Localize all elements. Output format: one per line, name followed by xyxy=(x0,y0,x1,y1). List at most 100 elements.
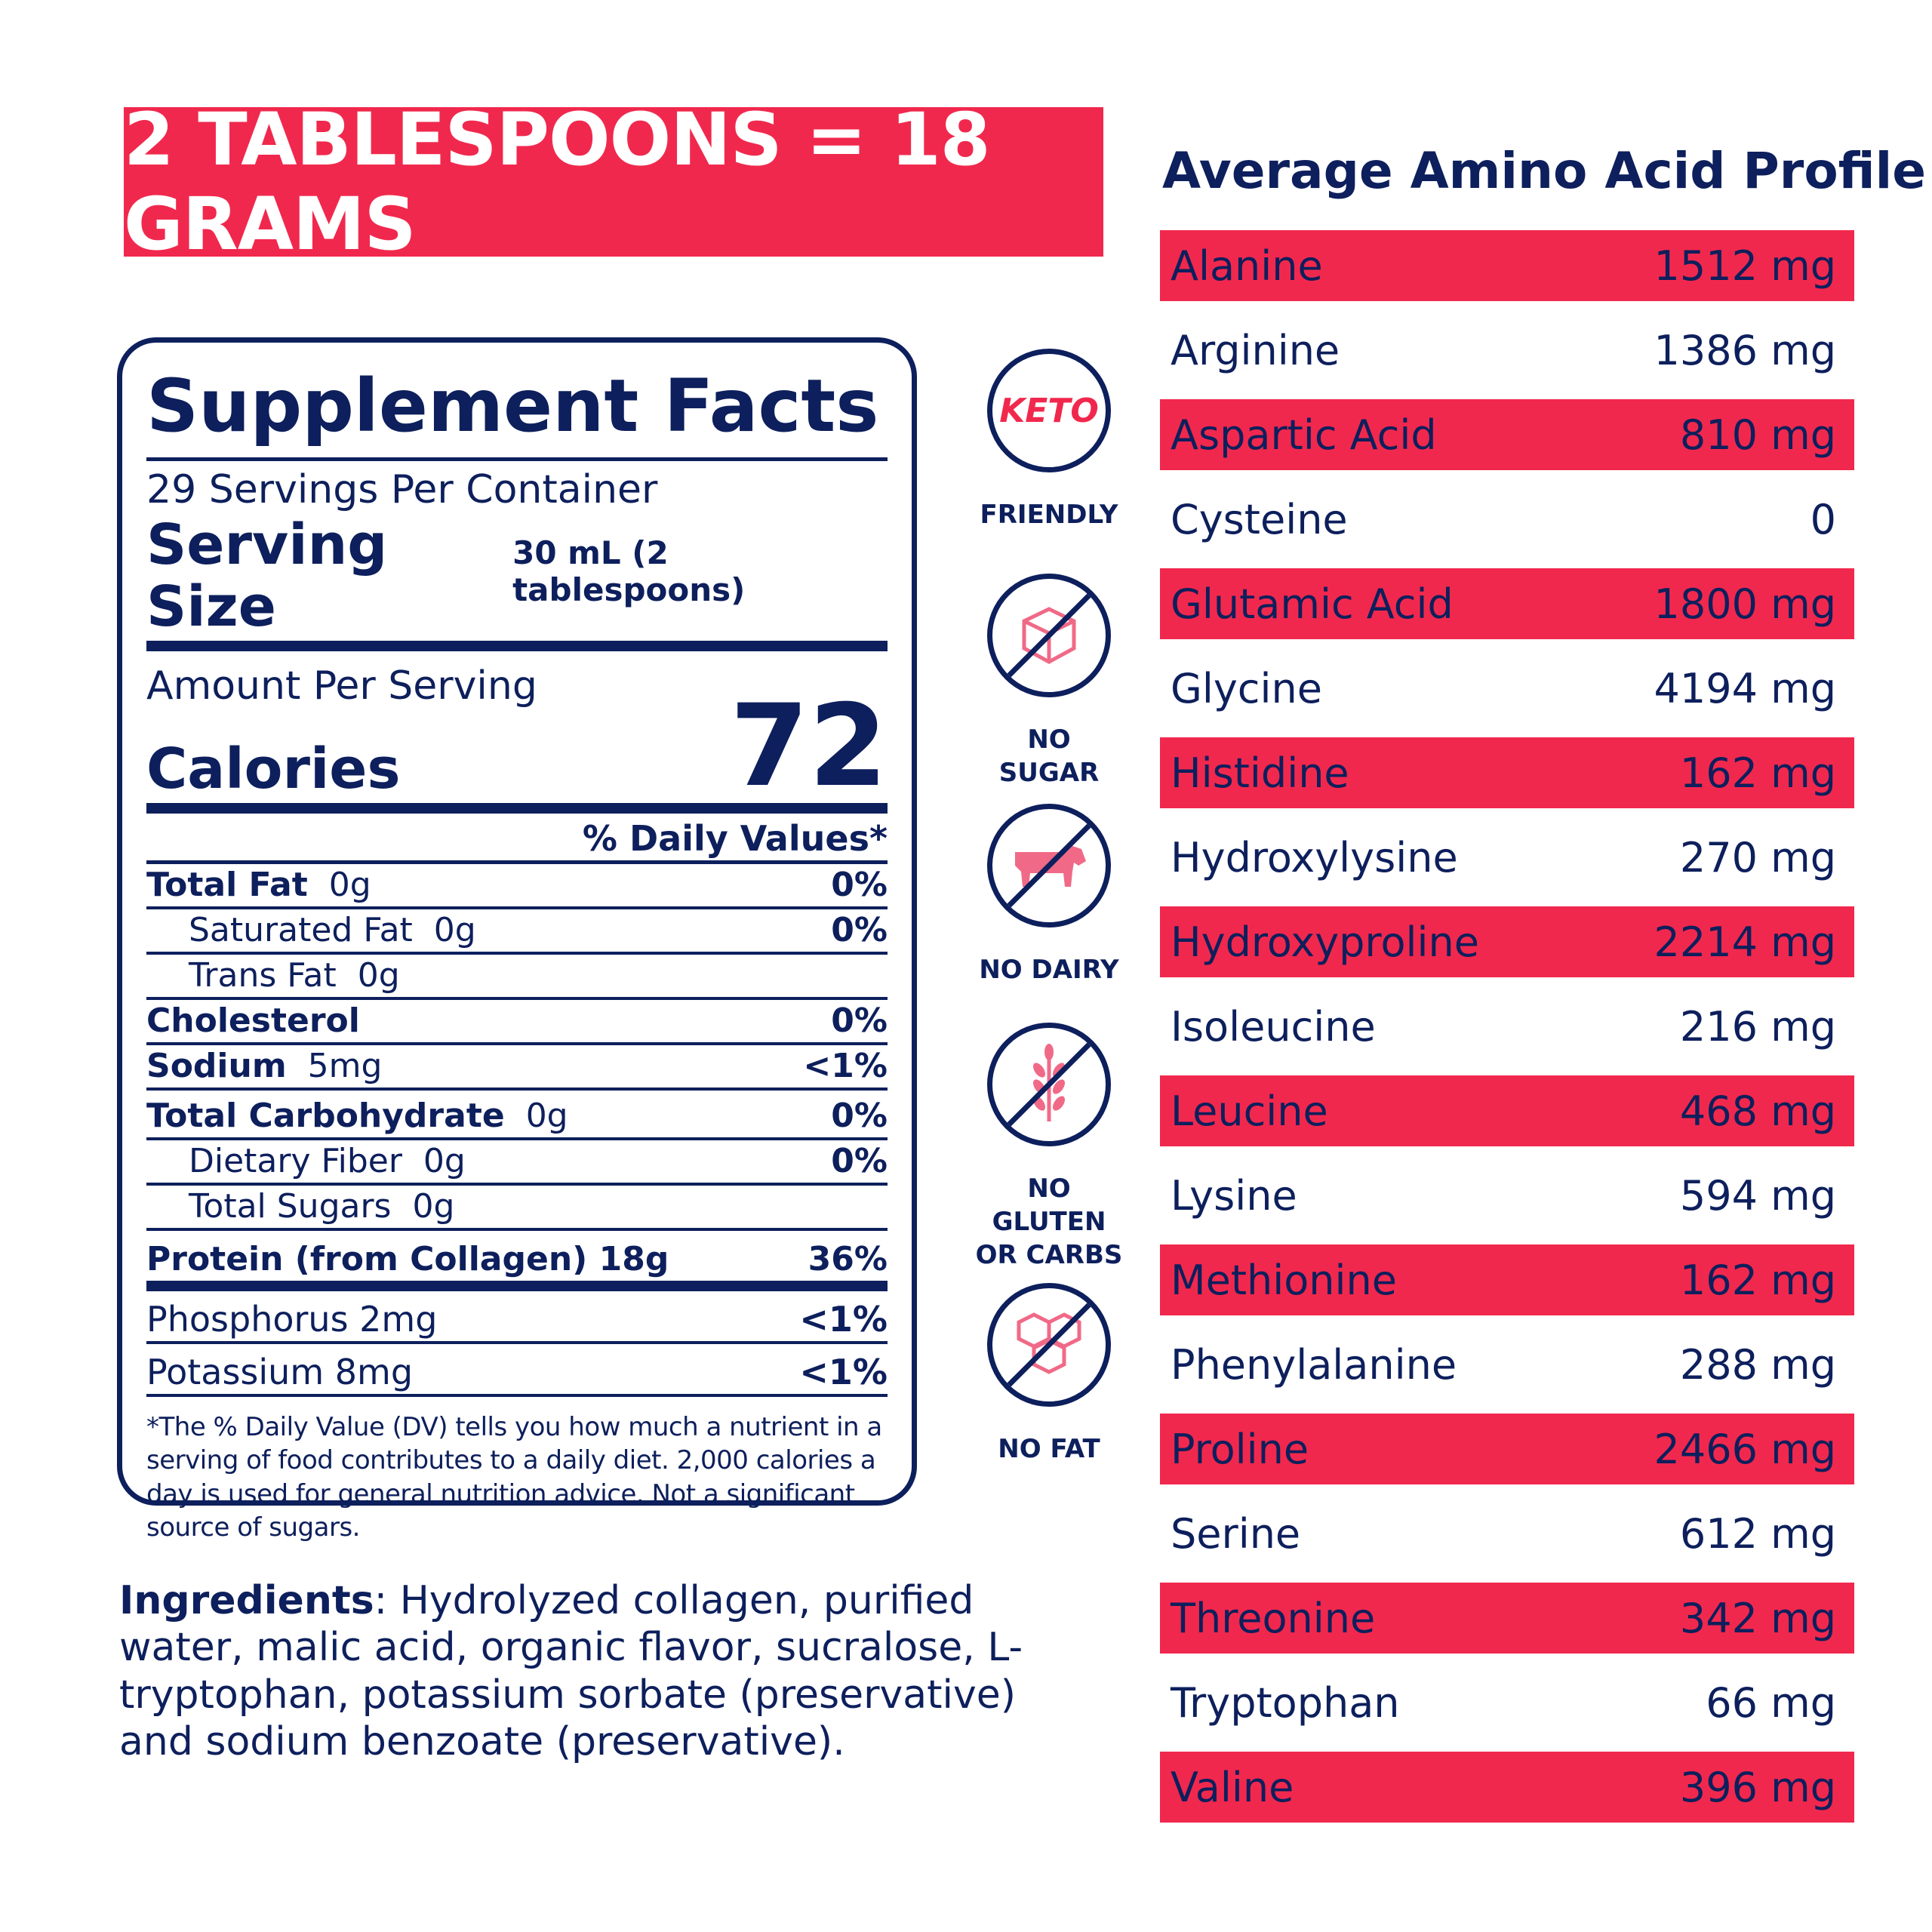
serving-size-label: Serving Size xyxy=(146,512,388,639)
divider xyxy=(146,1281,888,1292)
amino-value: 1800 mg xyxy=(1654,580,1836,628)
amino-value: 594 mg xyxy=(1679,1171,1836,1220)
amino-row: Isoleucine 216 mg xyxy=(1160,977,1854,1075)
divider xyxy=(146,803,888,814)
divider xyxy=(146,860,888,865)
nutrient-label: Trans Fat xyxy=(189,956,337,995)
amino-name: Glutamic Acid xyxy=(1171,580,1454,628)
amino-value: 4194 mg xyxy=(1654,664,1836,712)
nutrient-label: Cholesterol xyxy=(146,1001,360,1041)
amino-name: Proline xyxy=(1171,1425,1309,1473)
amino-name: Tryptophan xyxy=(1171,1678,1400,1727)
amino-value: 162 mg xyxy=(1679,1256,1836,1304)
amino-value: 396 mg xyxy=(1679,1763,1836,1811)
amount-per-serving: Amount Per Serving xyxy=(146,663,537,709)
badge-keto-friendly: KETO FRIENDLY xyxy=(974,349,1124,531)
badge-label: FRIENDLY xyxy=(980,500,1118,530)
amino-value: 216 mg xyxy=(1679,1002,1836,1051)
amino-name: Alanine xyxy=(1171,242,1323,290)
nutrient-amount: 0g xyxy=(328,866,371,905)
amino-name: Phenylalanine xyxy=(1171,1340,1457,1389)
nutrient-label: Total Fat xyxy=(146,866,308,905)
badge-no-sugar: NO SUGAR xyxy=(974,574,1124,789)
calories-label: Calories xyxy=(146,736,401,801)
amino-value: 2214 mg xyxy=(1654,918,1836,966)
nutrient-label: Protein (from Collagen) 18g xyxy=(146,1240,669,1279)
amino-row: Leucine 468 mg xyxy=(1160,1075,1854,1146)
nutrient-dv: 36% xyxy=(808,1240,888,1279)
nutrient-row-sodium: Sodium 5mg <1% xyxy=(146,1045,888,1091)
amino-row: Glycine 4194 mg xyxy=(1160,639,1854,737)
amino-name: Valine xyxy=(1171,1763,1294,1811)
badge-label: NO DAIRY xyxy=(979,955,1119,985)
amino-value: 1386 mg xyxy=(1654,326,1836,374)
nutrient-row-phosphorus: Phosphorus 2mg <1% xyxy=(146,1291,888,1345)
amino-name: Arginine xyxy=(1171,326,1340,374)
supplement-facts-panel: Supplement Facts 29 Servings Per Contain… xyxy=(117,337,917,1543)
prohibited-slash xyxy=(992,1028,1106,1141)
nutrient-row-potassium: Potassium 8mg <1% xyxy=(146,1344,888,1398)
amino-name: Cysteine xyxy=(1171,495,1348,543)
amino-value: 342 mg xyxy=(1679,1594,1836,1642)
amino-row: Methionine 162 mg xyxy=(1160,1244,1854,1315)
no-fat-icon xyxy=(987,1283,1111,1407)
nutrient-amount: 5mg xyxy=(307,1047,383,1086)
badge-label-line: NO GLUTEN xyxy=(992,1174,1106,1238)
prohibited-slash xyxy=(992,1288,1106,1401)
nutrient-label: Total Sugars xyxy=(189,1187,392,1226)
calories-value: 72 xyxy=(730,681,888,813)
amino-name: Lysine xyxy=(1171,1171,1297,1220)
amino-row: Threonine 342 mg xyxy=(1160,1583,1854,1654)
nutrient-row-dietary-fiber: Dietary Fiber 0g 0% xyxy=(146,1140,888,1186)
amino-row: Histidine 162 mg xyxy=(1160,737,1854,808)
nutrient-dv: 0% xyxy=(831,866,888,905)
daily-values-header: % Daily Values* xyxy=(582,818,888,860)
badge-no-gluten-or-carbs: NO GLUTEN OR CARBS xyxy=(974,1023,1124,1272)
nutrient-dv: <1% xyxy=(799,1352,888,1393)
amino-row: Cysteine 0 xyxy=(1160,470,1854,568)
serving-size-row: Serving Size 30 mL (2 tablespoons) xyxy=(146,515,888,638)
badge-no-fat: NO FAT xyxy=(974,1283,1124,1466)
amino-row: Phenylalanine 288 mg xyxy=(1160,1315,1854,1414)
amino-name: Serine xyxy=(1171,1509,1301,1558)
no-gluten-icon xyxy=(987,1023,1111,1146)
amino-name: Aspartic Acid xyxy=(1171,411,1437,459)
amino-profile-title: Average Amino Acid Profile xyxy=(1162,142,1926,200)
amino-name: Methionine xyxy=(1171,1256,1397,1304)
nutrient-row-total-carbohydrate: Total Carbohydrate 0g 0% xyxy=(146,1091,888,1141)
amino-value: 66 mg xyxy=(1706,1678,1836,1727)
badge-no-dairy: NO DAIRY xyxy=(974,804,1124,986)
badge-label-line: OR CARBS xyxy=(975,1240,1123,1271)
nutrient-row-trans-fat: Trans Fat 0g xyxy=(146,955,888,1001)
amino-row: Hydroxyproline 2214 mg xyxy=(1160,906,1854,977)
amino-name: Glycine xyxy=(1171,664,1322,712)
amino-name: Histidine xyxy=(1171,749,1349,797)
nutrient-row-cholesterol: Cholesterol 0% xyxy=(146,1000,888,1046)
nutrient-dv: <1% xyxy=(803,1047,888,1086)
divider xyxy=(146,457,888,461)
amino-row: Lysine 594 mg xyxy=(1160,1146,1854,1244)
prohibited-slash xyxy=(992,579,1106,692)
amino-value: 288 mg xyxy=(1679,1340,1836,1389)
calories-row: Calories 72 xyxy=(146,690,888,803)
amino-row: Arginine 1386 mg xyxy=(1160,301,1854,399)
amino-row: Serine 612 mg xyxy=(1160,1484,1854,1583)
nutrient-label: Sodium xyxy=(146,1047,287,1086)
badge-label: NO SUGAR xyxy=(998,724,1100,789)
serving-size-value: 30 mL (2 tablespoons) xyxy=(512,534,746,609)
amino-name: Leucine xyxy=(1171,1087,1328,1135)
nutrient-row-protein: Protein (from Collagen) 18g 36% xyxy=(146,1231,888,1281)
servings-per-container: 29 Servings Per Container xyxy=(146,467,658,512)
ingredients-list: : Hydrolyzed collagen, purified water, m… xyxy=(119,1578,1023,1765)
nutrient-dv: 0% xyxy=(831,1001,888,1041)
amino-value: 1512 mg xyxy=(1654,242,1836,290)
nutrient-label: Total Carbohydrate xyxy=(146,1097,505,1136)
keto-icon: KETO xyxy=(987,349,1111,472)
nutrient-label: Phosphorus 2mg xyxy=(146,1299,438,1340)
nutrient-amount: 0g xyxy=(357,956,400,995)
amino-row: Valine 396 mg xyxy=(1160,1752,1854,1823)
nutrient-amount: 0g xyxy=(433,911,476,950)
amino-name: Hydroxylysine xyxy=(1171,833,1458,881)
amino-value: 612 mg xyxy=(1679,1509,1836,1558)
amino-name: Threonine xyxy=(1171,1594,1376,1642)
